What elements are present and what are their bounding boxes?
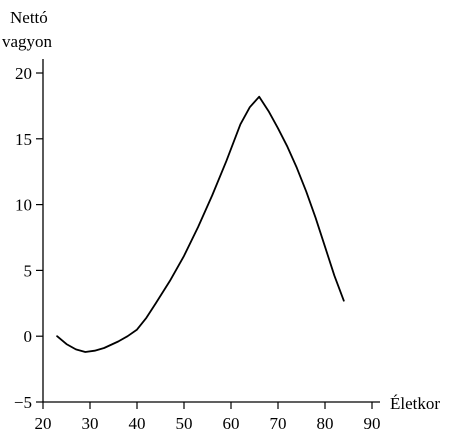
y-tick-label: 15 (15, 130, 32, 149)
x-ticks: 20 30 40 50 60 70 80 90 (35, 402, 381, 433)
x-tick-label: 50 (176, 414, 193, 433)
x-tick-label: 60 (223, 414, 240, 433)
x-tick-label: 30 (82, 414, 99, 433)
y-tick-label: −5 (14, 393, 32, 412)
x-tick-label: 20 (35, 414, 52, 433)
axes (42, 59, 380, 403)
y-tick-label: 10 (15, 196, 32, 215)
x-tick-label: 70 (270, 414, 287, 433)
y-tick-label: 0 (24, 327, 33, 346)
y-axis-title-line-1: Nettó (10, 8, 48, 27)
series-layer (56, 95, 345, 353)
y-ticks: −5 0 5 10 15 20 (14, 64, 43, 412)
x-tick-label: 40 (129, 414, 146, 433)
y-tick-label: 5 (24, 261, 33, 280)
net-worth-line (56, 95, 345, 353)
y-axis-title-line-2: vagyon (2, 32, 53, 51)
x-tick-label: 80 (317, 414, 334, 433)
x-axis-title: Életkor (390, 394, 440, 413)
y-tick-label: 20 (15, 64, 32, 83)
x-tick-label: 90 (364, 414, 381, 433)
